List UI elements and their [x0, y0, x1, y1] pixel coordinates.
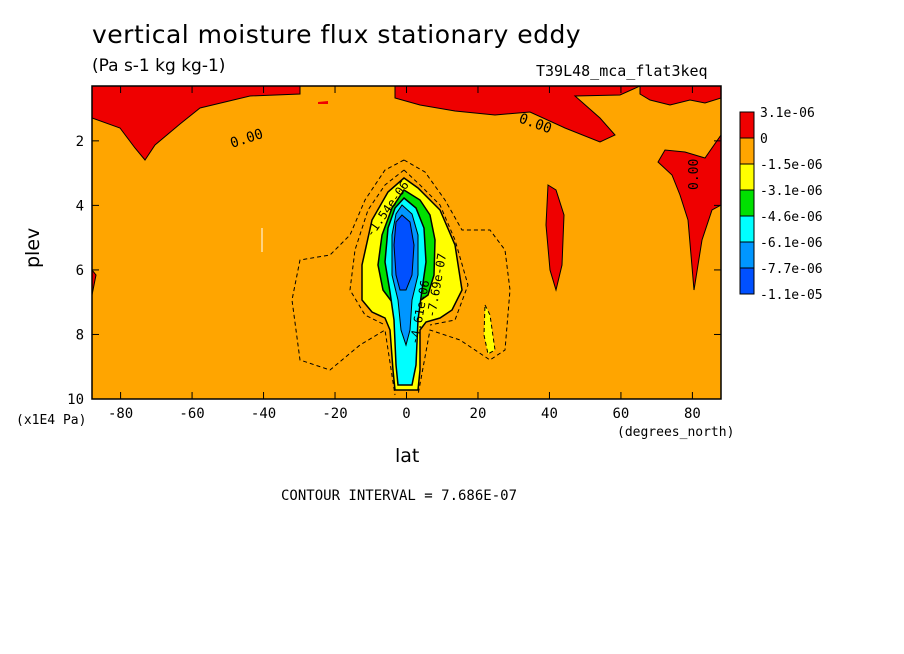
- fill-red-right-edge: [657, 134, 721, 291]
- fill-red-top-mid: [394, 86, 641, 143]
- x-tick-label: 40: [541, 406, 558, 422]
- fill-red-top-right: [639, 86, 721, 106]
- fill-red-dot: [318, 101, 328, 104]
- y-tick-label: 4: [76, 198, 84, 214]
- y-tick-label: 10: [67, 392, 84, 408]
- x-tick-label: 0: [402, 406, 410, 422]
- legend-swatch: [739, 189, 755, 217]
- y-tick-label: 2: [76, 134, 84, 150]
- legend-label: -4.6e-06: [760, 210, 823, 225]
- legend-label: -1.5e-06: [760, 158, 823, 173]
- color-legend: 3.1e-06 0 -1.5e-06 -3.1e-06 -4.6e-06 -6.1e-06…: [739, 106, 823, 303]
- x-tick-label: -20: [322, 406, 347, 422]
- legend-swatch: [739, 267, 755, 295]
- y-axis-ticks: 2 4 6 8 10: [67, 134, 721, 408]
- x-tick-label: 80: [684, 406, 701, 422]
- x-axis-ticks: -80 -60 -40 -20 0 20 40 60 80: [108, 86, 701, 422]
- legend-swatch: [739, 215, 755, 243]
- x-tick-label: 60: [613, 406, 630, 422]
- fill-red-40n: [545, 184, 565, 292]
- legend-label: -6.1e-06: [760, 236, 823, 251]
- legend-label: -7.7e-06: [760, 262, 823, 277]
- contour-fill-layer: [92, 86, 721, 399]
- legend-label: 0: [760, 132, 768, 147]
- x-tick-label: 20: [470, 406, 487, 422]
- legend-label: -1.1e-05: [760, 288, 823, 303]
- fill-red-top-left: [92, 86, 301, 161]
- x-axis-label: lat: [395, 445, 420, 467]
- fill-dark-blue: [393, 214, 415, 291]
- y-tick-label: 8: [76, 327, 84, 343]
- legend-label: 3.1e-06: [760, 106, 815, 121]
- fill-yellow-22n: [483, 304, 496, 355]
- legend-swatch: [739, 163, 755, 191]
- legend-swatch: [739, 137, 755, 165]
- x-tick-label: -60: [179, 406, 204, 422]
- legend-swatch: [739, 241, 755, 269]
- y-axis-unit: (x1E4 Pa): [16, 413, 87, 428]
- chart-units: (Pa s-1 kg kg-1): [92, 56, 226, 76]
- x-tick-label: -40: [251, 406, 276, 422]
- dashed-contour-inner: [349, 169, 469, 326]
- dashed-contour-outer: [291, 159, 511, 396]
- contour-interval: CONTOUR INTERVAL = 7.686E-07: [281, 488, 518, 504]
- y-tick-label: 6: [76, 263, 84, 279]
- x-tick-label: -80: [108, 406, 133, 422]
- contour-label: 0.00: [687, 159, 702, 190]
- legend-label: -3.1e-06: [760, 184, 823, 199]
- run-label: T39L48_mca_flat3keq: [536, 62, 708, 80]
- fill-red-south-strip: [92, 269, 97, 296]
- legend-swatch: [739, 111, 755, 139]
- chart-title: vertical moisture flux stationary eddy: [92, 20, 582, 49]
- x-axis-unit: (degrees_north): [617, 425, 735, 440]
